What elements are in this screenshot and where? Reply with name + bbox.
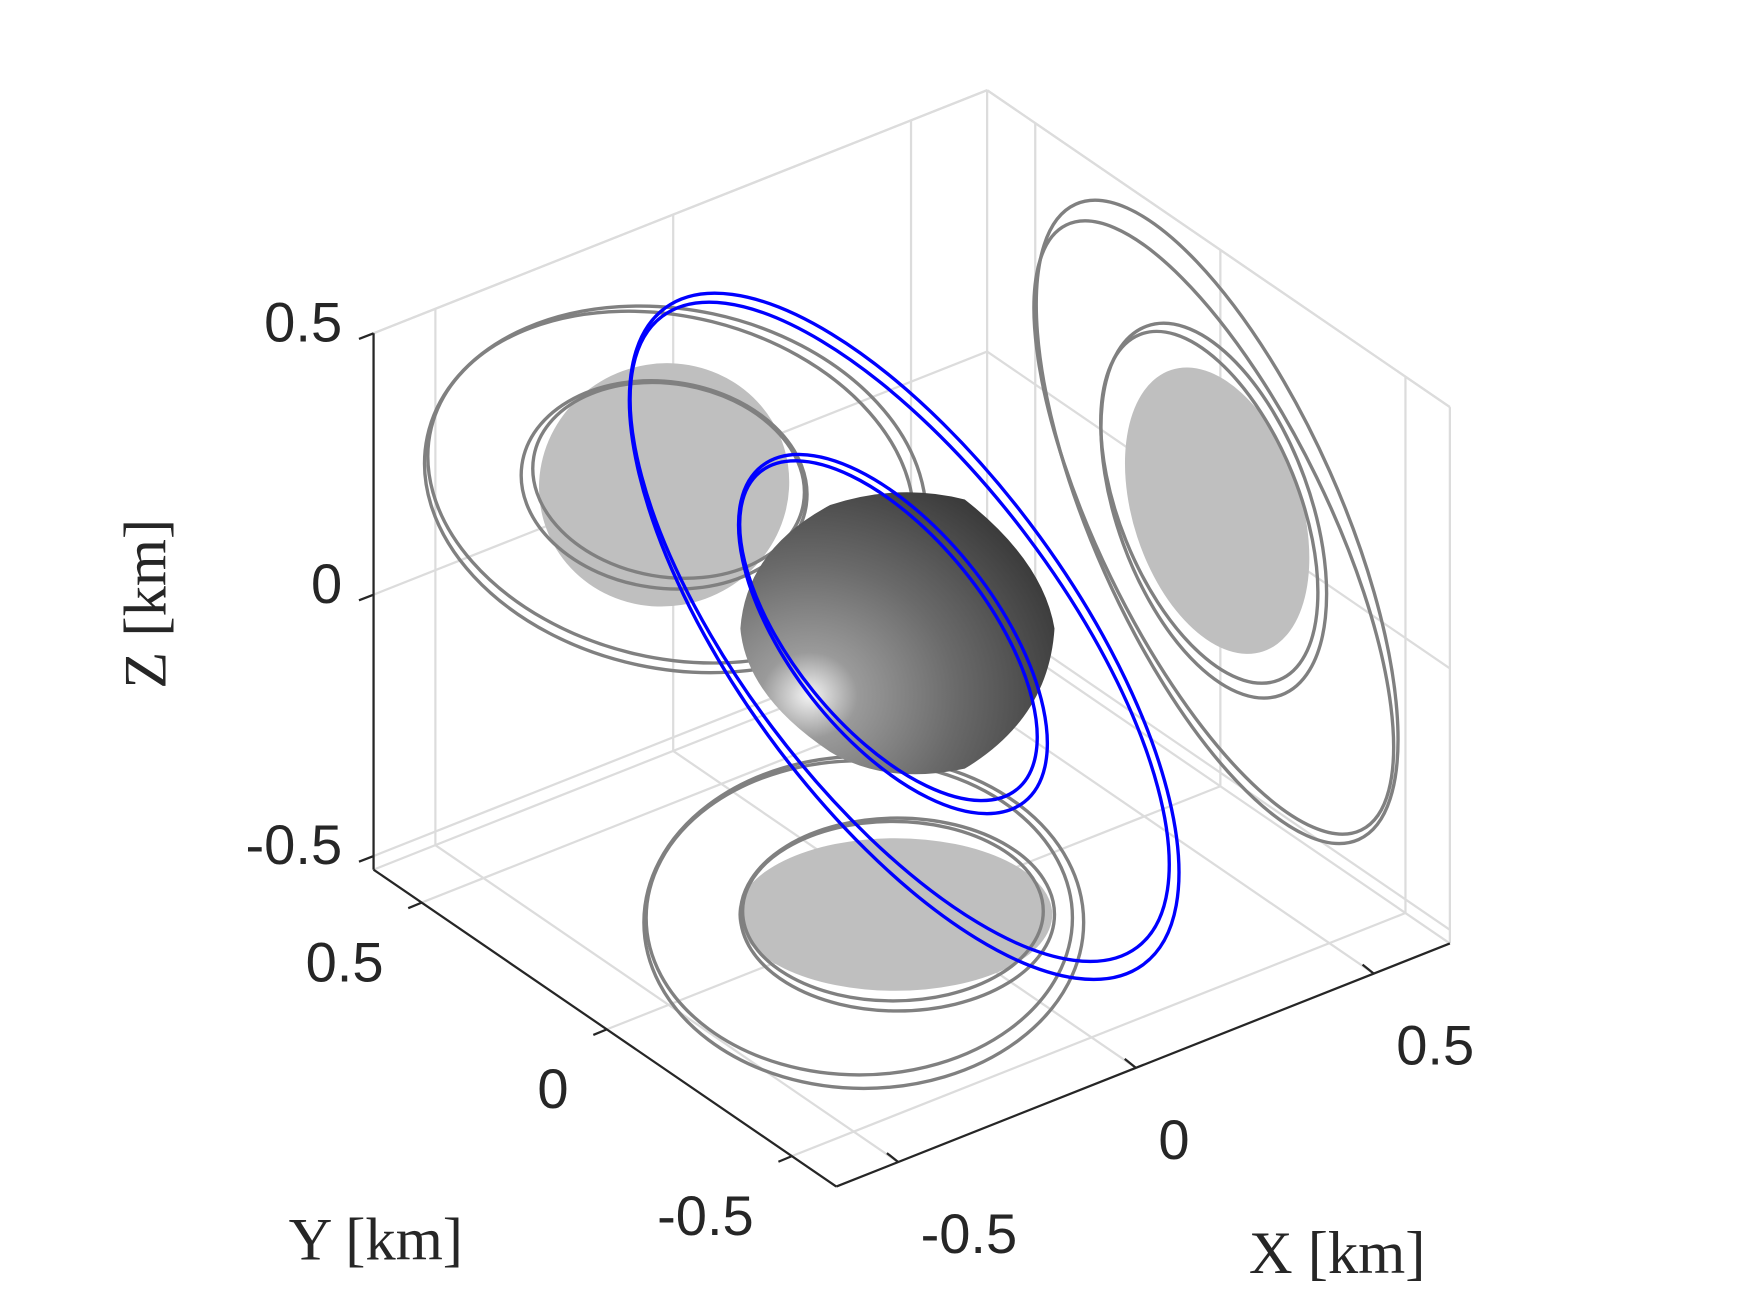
shadow-left: [538, 363, 790, 607]
x-tick: [1361, 963, 1375, 975]
grid-line: [434, 844, 899, 1163]
y-axis: [372, 868, 837, 1188]
orbit-projection: [1034, 198, 1400, 846]
x-axis-label: X [km]: [1249, 1220, 1426, 1287]
asteroid: [740, 492, 1055, 775]
axis-layer: -0.5 0 0.5 -0.5 0 0.5 -0.5 0 0.5 Z [km] Y [km] X [k…: [112, 290, 1474, 1286]
y-tick-label: 0.5: [306, 930, 384, 993]
orbit-projection: [738, 816, 1057, 1013]
z-tick-label: -0.5: [246, 813, 343, 876]
z-tick: [358, 855, 374, 863]
z-tick: [358, 593, 374, 602]
z-tick-label: 0: [311, 552, 342, 615]
orbit-trajectory: [736, 452, 1050, 816]
orbit-projection: [1099, 321, 1329, 700]
y-axis-label: Y [km]: [289, 1206, 463, 1273]
z-tick: [358, 332, 374, 340]
grid-line: [791, 911, 1406, 1158]
y-tick: [407, 901, 423, 910]
z-axis-label: Z [km]: [112, 519, 179, 689]
x-tick: [1124, 1057, 1137, 1069]
x-axis: [835, 942, 1451, 1188]
orbit-projection: [1099, 329, 1320, 685]
x-tick-label: 0: [1158, 1108, 1189, 1171]
orbit-trajectory: [627, 291, 1181, 982]
grid-line: [373, 89, 988, 335]
projections: [422, 198, 1400, 1091]
y-tick: [777, 1155, 793, 1163]
grid-line: [986, 89, 1451, 409]
shadow-bottom: [738, 838, 1053, 991]
orbit-projection: [531, 380, 807, 580]
orbit-trajectory: [738, 459, 1039, 803]
x-tick: [886, 1152, 899, 1163]
box-edge: [986, 625, 1451, 945]
y-tick-label: -0.5: [657, 1184, 754, 1247]
z-tick-label: 0.5: [264, 290, 342, 353]
orbit: [627, 291, 1181, 982]
orbit-projection: [1032, 219, 1396, 836]
orbit-trajectory: [628, 300, 1171, 964]
grid-line: [986, 612, 1451, 931]
orbit-projection: [740, 819, 1045, 1003]
y-tick-label: 0: [537, 1057, 568, 1120]
x-tick-label: 0.5: [1396, 1014, 1474, 1077]
x-tick-label: -0.5: [921, 1202, 1018, 1265]
y-tick: [592, 1028, 608, 1037]
shadow-right: [1124, 367, 1310, 654]
